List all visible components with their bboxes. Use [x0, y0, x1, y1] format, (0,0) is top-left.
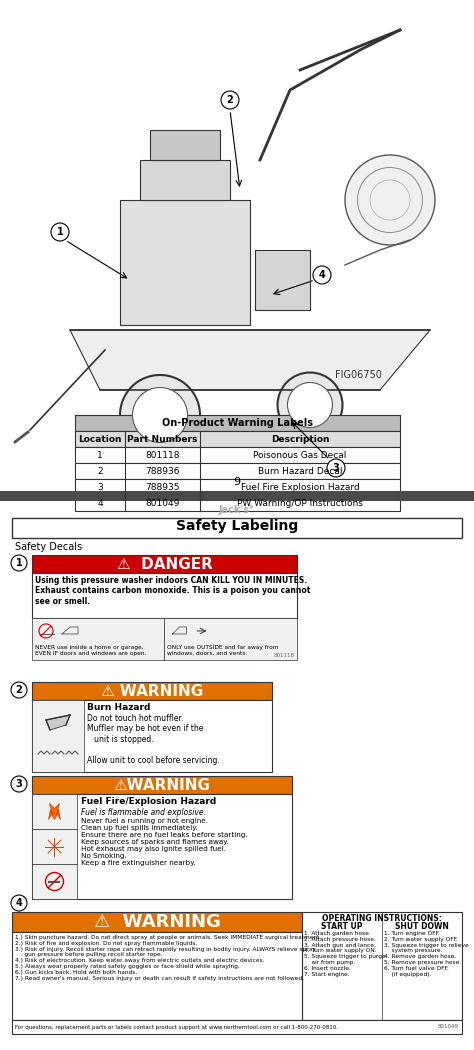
Bar: [32, 794, 77, 830]
Text: Jack's°: Jack's°: [219, 505, 255, 516]
Ellipse shape: [277, 373, 343, 438]
Text: Safety Labeling: Safety Labeling: [176, 519, 298, 533]
Text: Burn Hazard Decal: Burn Hazard Decal: [258, 466, 342, 476]
Bar: [12, 1020, 462, 1034]
Text: Fuel is flammable and explosive.: Fuel is flammable and explosive.: [81, 808, 206, 817]
Text: Using this pressure washer indoors CAN KILL YOU IN MINUTES.
Exhaust contains car: Using this pressure washer indoors CAN K…: [35, 576, 310, 606]
Bar: [75, 415, 400, 430]
Bar: [32, 700, 272, 772]
Text: Do not touch hot muffler.
Muffler may be hot even if the
   unit is stopped.

Al: Do not touch hot muffler. Muffler may be…: [87, 714, 220, 764]
Polygon shape: [255, 250, 310, 310]
Text: Fuel Fire/Explosion Hazard: Fuel Fire/Explosion Hazard: [81, 797, 216, 806]
Text: 2: 2: [97, 466, 103, 476]
Text: 788936: 788936: [145, 466, 180, 476]
Text: PW Warning/OP Instructions: PW Warning/OP Instructions: [237, 499, 363, 507]
Polygon shape: [70, 330, 430, 390]
Bar: [75, 430, 400, 447]
Text: ⚠WARNING: ⚠WARNING: [113, 777, 210, 793]
Ellipse shape: [120, 375, 200, 455]
Text: OPERATING INSTRUCTIONS:: OPERATING INSTRUCTIONS:: [322, 914, 442, 923]
Polygon shape: [140, 160, 230, 200]
Circle shape: [11, 895, 27, 911]
Text: Part Numbers: Part Numbers: [128, 435, 198, 443]
Bar: [75, 495, 400, 511]
Bar: [75, 447, 400, 463]
Bar: [0, 0, 474, 490]
Text: 1: 1: [16, 558, 22, 568]
Text: 1. Attach garden hose.
2. Attach pressure hose.
3. Attach gun and lance.
4. Turn: 1. Attach garden hose. 2. Attach pressur…: [304, 931, 386, 977]
Text: ⚠  WARNING: ⚠ WARNING: [93, 914, 220, 931]
Ellipse shape: [345, 155, 435, 245]
Text: 2: 2: [16, 685, 22, 695]
Bar: [12, 932, 302, 1020]
Bar: [0, 491, 474, 501]
Text: ONLY use OUTSIDE and far away from
windows, doors, and vents.: ONLY use OUTSIDE and far away from windo…: [167, 646, 279, 656]
Text: 801118: 801118: [145, 450, 180, 460]
Bar: [32, 794, 292, 899]
Bar: [12, 912, 302, 932]
Circle shape: [327, 459, 345, 477]
Text: ⚠ WARNING: ⚠ WARNING: [101, 684, 203, 698]
Text: Description: Description: [271, 435, 329, 443]
Circle shape: [11, 555, 27, 571]
Text: 1: 1: [97, 450, 103, 460]
Text: SHUT DOWN: SHUT DOWN: [395, 922, 449, 931]
Text: 3: 3: [333, 463, 339, 472]
Bar: [75, 479, 400, 495]
Text: ⚠  DANGER: ⚠ DANGER: [117, 556, 212, 571]
Text: 1.) Skin puncture hazard. Do not direct spray at people or animals. Seek IMMEDIA: 1.) Skin puncture hazard. Do not direct …: [15, 934, 321, 981]
Polygon shape: [48, 803, 61, 819]
Circle shape: [11, 776, 27, 792]
Text: 1. Turn engine OFF.
2. Turn water supply OFF.
3. Squeeze trigger to relieve
    : 1. Turn engine OFF. 2. Turn water supply…: [384, 931, 469, 977]
Bar: [32, 618, 164, 660]
Ellipse shape: [133, 387, 188, 442]
Text: 801049: 801049: [438, 1025, 459, 1029]
Text: 9: 9: [233, 477, 241, 487]
Text: Location: Location: [78, 435, 122, 443]
Text: Poisonous Gas Decal: Poisonous Gas Decal: [253, 450, 346, 460]
Text: 788935: 788935: [145, 483, 180, 491]
Ellipse shape: [288, 382, 332, 427]
Bar: [32, 555, 297, 573]
Bar: [32, 864, 77, 899]
Bar: [75, 463, 400, 479]
Text: 801049: 801049: [146, 499, 180, 507]
Bar: [32, 830, 77, 864]
Text: Burn Hazard: Burn Hazard: [87, 704, 150, 712]
Circle shape: [11, 682, 27, 698]
Text: 2: 2: [227, 94, 233, 105]
Circle shape: [51, 223, 69, 242]
Bar: [302, 912, 462, 1020]
Text: Fuel Fire Explosion Hazard: Fuel Fire Explosion Hazard: [241, 483, 359, 491]
Text: On-Product Warning Labels: On-Product Warning Labels: [162, 418, 313, 428]
Text: 3: 3: [16, 779, 22, 789]
Circle shape: [221, 91, 239, 109]
Text: For questions, replacement parts or labels contact product support at www.northe: For questions, replacement parts or labe…: [15, 1025, 338, 1029]
Polygon shape: [46, 715, 70, 730]
Bar: [32, 776, 292, 794]
Text: 801118: 801118: [274, 653, 295, 658]
Text: 4: 4: [16, 898, 22, 908]
Polygon shape: [120, 200, 250, 326]
Polygon shape: [150, 130, 220, 160]
Text: 3: 3: [97, 483, 103, 491]
Bar: [32, 700, 84, 772]
Bar: [32, 573, 297, 618]
Text: 1: 1: [56, 227, 64, 237]
Circle shape: [313, 266, 331, 284]
Bar: [164, 618, 297, 660]
Text: Safety Decals: Safety Decals: [15, 542, 82, 552]
Text: NEVER use inside a home or garage,
EVEN IF doors and windows are open.: NEVER use inside a home or garage, EVEN …: [35, 646, 146, 656]
Bar: [32, 682, 272, 700]
Text: FIG06750: FIG06750: [335, 370, 382, 380]
Text: 4: 4: [97, 499, 103, 507]
Text: Never fuel a running or hot engine.
Clean up fuel spills immediately.
Ensure the: Never fuel a running or hot engine. Clea…: [81, 818, 247, 866]
Text: START UP: START UP: [321, 922, 363, 931]
Bar: [12, 518, 462, 538]
Text: 4: 4: [319, 270, 325, 280]
